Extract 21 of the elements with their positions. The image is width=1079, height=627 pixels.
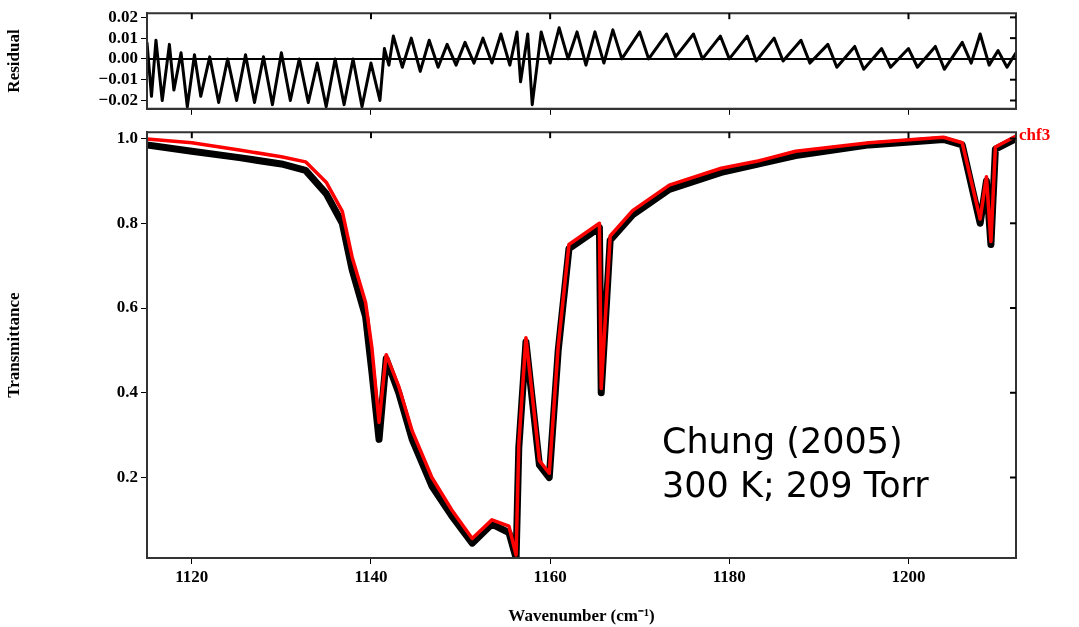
y-tick-label: 0.2	[116, 466, 138, 486]
x-tick-label: 1140	[354, 566, 388, 586]
y-axis-title: Transmittance	[3, 291, 23, 398]
x-tick-label: 1160	[533, 566, 567, 586]
y-tick-label: 0.01	[108, 27, 138, 47]
y-tick-label: 0.6	[116, 297, 138, 317]
x-tick-label: 1180	[712, 566, 746, 586]
x-tick-label: 1120	[175, 566, 209, 586]
x-tick-label: 1200	[891, 566, 926, 586]
y-tick-label: 0.02	[108, 6, 138, 26]
y-tick-label: −0.02	[98, 89, 138, 109]
annotation: Chung (2005)	[662, 420, 903, 463]
y-tick-label: 0.00	[108, 48, 138, 68]
y-tick-label: 0.8	[116, 212, 138, 232]
annotation: 300 K; 209 Torr	[662, 464, 929, 507]
y-tick-label: 1.0	[116, 127, 138, 147]
x-axis-title: Wavenumber (cm⁻¹)	[508, 606, 655, 626]
y-axis-title: Residual	[3, 29, 23, 93]
series-label: chf3	[1019, 125, 1051, 145]
y-tick-label: 0.4	[116, 382, 139, 402]
y-tick-label: −0.01	[98, 69, 138, 89]
